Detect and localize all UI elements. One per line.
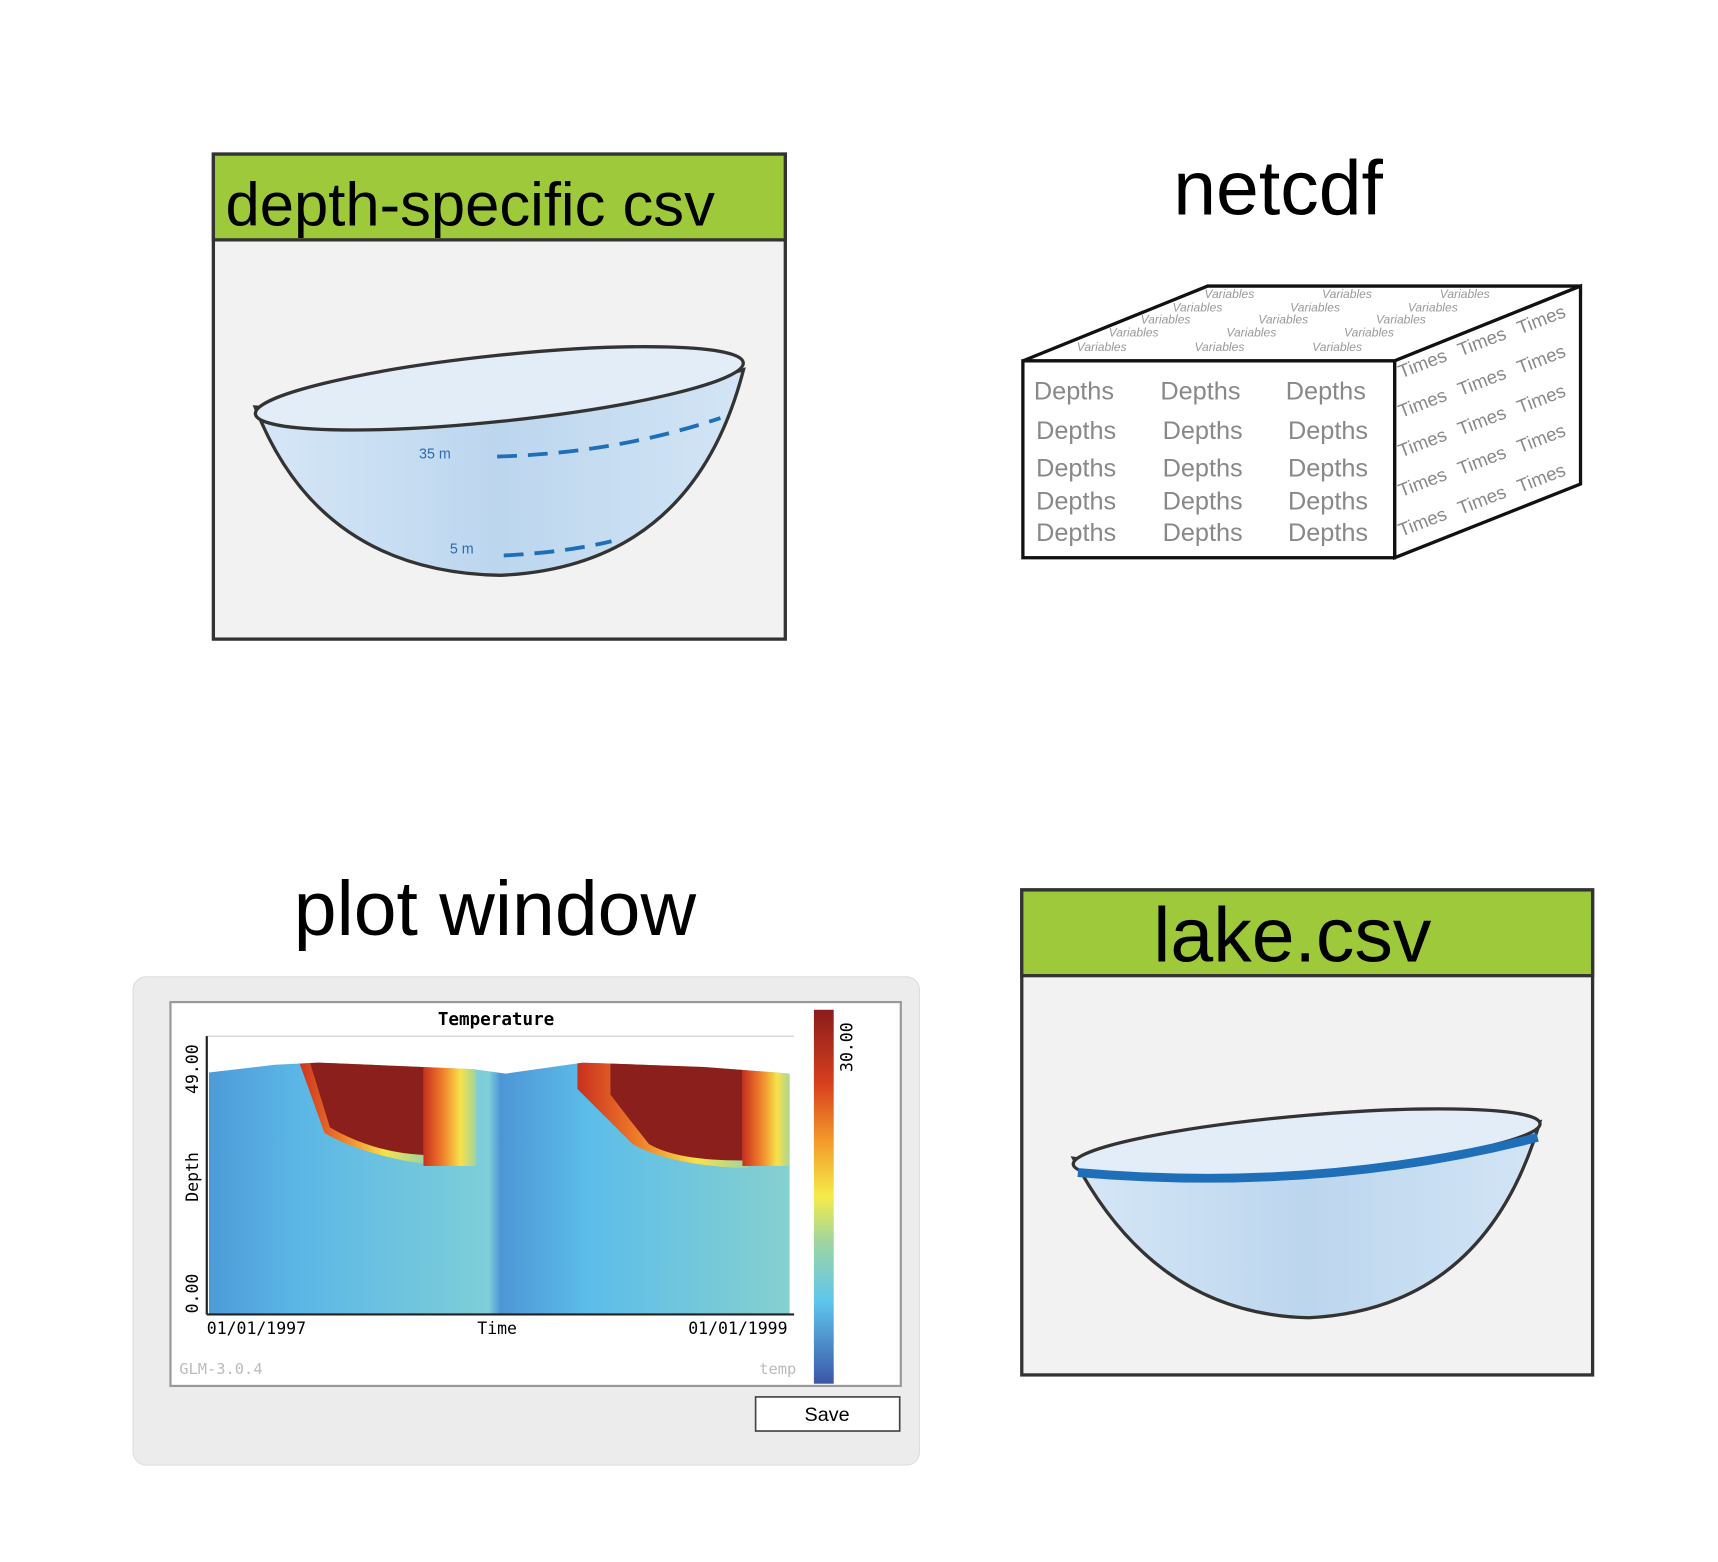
version-label: GLM-3.0.4 [179,1360,262,1378]
heat-hot [610,1062,743,1161]
heat-warm [423,1062,477,1166]
cube-top-label: Variables [1312,340,1362,354]
heat-hot [307,1062,424,1155]
cube-front-label: Depths [1163,417,1243,445]
cube-top-label: Variables [1376,312,1426,326]
depth-label: 35 m [419,447,451,463]
panel-title: plot window [294,866,697,952]
depth-csv-panel: depth-specific csv 35 m 5 m [211,152,787,641]
x-tick-label: 01/01/1999 [688,1319,787,1338]
netcdf-panel: netcdf Depths Depths Depths Depths Depths Dep… [1021,146,1583,561]
cube-top-label: Variables [1322,287,1372,301]
cube-front-label: Depths [1034,377,1114,405]
cube-front-label: Depths [1036,417,1116,445]
cube-top-label: Variables [1141,312,1191,326]
save-button[interactable]: Save [754,1396,901,1432]
cube-front-label: Depths [1288,454,1368,482]
button-box[interactable] [754,1396,901,1432]
panel-title: depth-specific csv [225,171,715,240]
bowl-rim [253,345,745,432]
colorbar-label: 30.00 [837,1022,856,1072]
lake-csv-panel: lake.csv [1020,888,1595,1377]
depth-line [503,539,612,558]
cube-front [1021,359,1397,560]
variable-label: temp [759,1360,796,1378]
panel-title: netcdf [1173,146,1383,232]
cube-top-label: Variables [1226,326,1276,340]
cube-front-label: Depths [1288,487,1368,515]
cube-front-label: Depths [1163,487,1243,515]
button-label[interactable]: Save [805,1404,850,1426]
cube-front-label: Depths [1288,519,1368,547]
cube-front-label: Depths [1036,454,1116,482]
cube-front-label: Depths [1036,487,1116,515]
y-tick-label: 0.00 [183,1274,202,1314]
plot-window-panel: plot window Temperature 49.00 0.00 Depth… [132,866,921,1466]
panel-title: lake.csv [1153,892,1432,978]
depth-line [497,416,722,459]
x-tick-label: 01/01/1997 [207,1319,306,1338]
cube-front-label: Depths [1160,377,1240,405]
y-axis-label: Depth [183,1152,202,1202]
cube-top-label: Variables [1204,287,1254,301]
x-axis-label: Time [477,1319,517,1338]
cube-front-label: Depths [1163,454,1243,482]
cube-top-label: Variables [1344,326,1394,340]
depth-label: 5 m [450,541,474,557]
colorbar [813,1009,834,1384]
cube-front-label: Depths [1286,377,1366,405]
cube-top-label: Variables [1258,312,1308,326]
cube-top-label: Variables [1408,300,1458,314]
cube-top-label: Variables [1109,326,1159,340]
cube-top-label: Variables [1440,287,1490,301]
cube-front-label: Depths [1288,417,1368,445]
y-tick-label: 49.00 [183,1044,202,1094]
heat-warm [742,1062,790,1166]
cube-top-label: Variables [1194,340,1244,354]
cube-top-label: Variables [1172,300,1222,314]
heatmap [208,1062,790,1315]
water-layer [1077,1133,1539,1183]
cube-front-label: Depths [1163,519,1243,547]
cube-front-label: Depths [1036,519,1116,547]
panel-header [211,152,787,242]
cube-top-label: Variables [1290,300,1340,314]
cube-top-label: Variables [1077,340,1127,354]
panel-header [1020,888,1595,978]
plot-title: Temperature [438,1010,554,1030]
